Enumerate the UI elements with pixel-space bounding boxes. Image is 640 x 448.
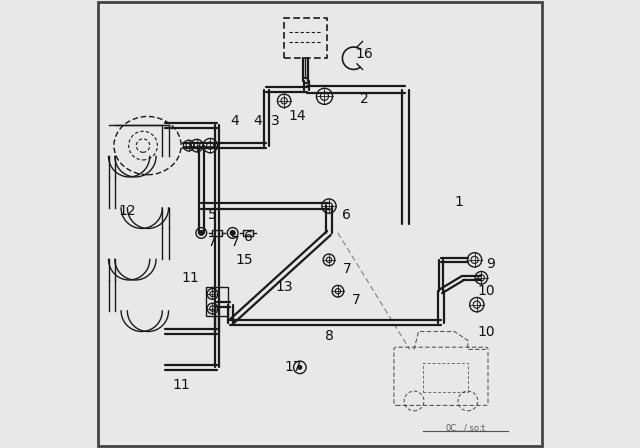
Text: 17: 17 [284,360,302,375]
Text: 7: 7 [342,262,351,276]
Text: 7: 7 [208,235,217,249]
Bar [423,363,468,392]
Bar [206,287,228,316]
Text: 15: 15 [235,253,253,267]
Text: 10: 10 [477,284,495,298]
Bar [212,230,222,236]
Text: 1: 1 [454,194,463,209]
Text: 7: 7 [230,235,239,249]
Bar [243,230,253,236]
Bar [284,18,327,58]
Text: 16: 16 [356,47,374,61]
Text: 12: 12 [118,203,136,218]
Text: 5: 5 [208,208,217,222]
Text: 11: 11 [181,271,199,285]
Text: 14: 14 [289,109,307,124]
Text: 6: 6 [342,208,351,222]
Text: 2: 2 [360,91,369,106]
Text: 7: 7 [351,293,360,307]
Text: 9: 9 [486,257,495,271]
Text: 10: 10 [477,324,495,339]
Text: 13: 13 [275,280,293,294]
Text: 0C.../.so:t: 0C.../.so:t [445,423,486,432]
Text: 6: 6 [244,230,253,245]
Text: 8: 8 [324,329,333,343]
Text: 4: 4 [230,114,239,128]
Text: 11: 11 [172,378,190,392]
Text: 3: 3 [271,114,280,128]
Circle shape [298,366,301,369]
Circle shape [230,230,236,236]
Circle shape [198,230,204,236]
Text: 4: 4 [253,114,262,128]
